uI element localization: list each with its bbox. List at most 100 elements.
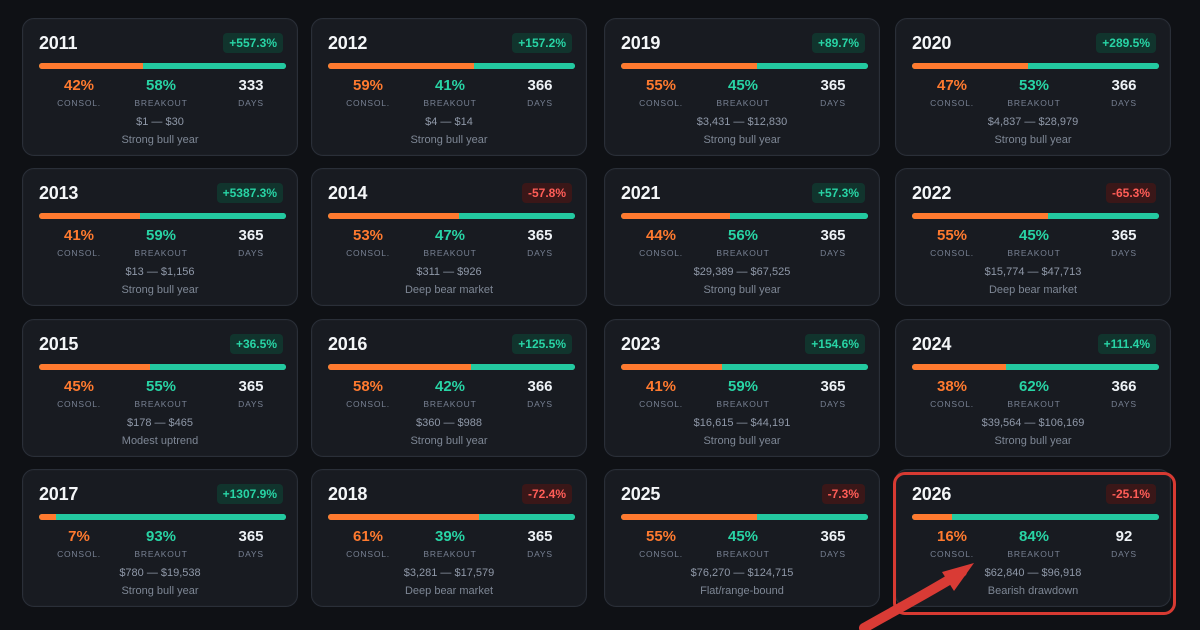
breakout-metric: 58% BREAKOUT [121,77,201,108]
year-card-2026: 2026 -25.1% 16% CONSOL. 84% BREAKOUT 92 DAY… [895,469,1171,607]
change-badge: +1307.9% [216,484,283,504]
consol-metric: 38% CONSOL. [912,378,992,409]
year-card-2011: 2011 +557.3% 42% CONSOL. 58% BREAKOUT 333 D… [22,18,298,156]
split-bar [621,63,868,69]
consol-bar [912,514,952,520]
consol-label: CONSOL. [639,399,683,409]
price-range: $62,840 — $96,918 [984,567,1082,579]
year-label: 2014 [328,183,368,203]
market-note: Strong bull year [703,435,781,447]
market-note: Strong bull year [410,134,488,146]
days-value: 365 [238,378,264,395]
breakout-label: BREAKOUT [134,248,188,258]
change-badge: +5387.3% [216,183,283,203]
change-badge: -65.3% [1105,183,1156,203]
days-label: DAYS [527,98,553,108]
change-badge: +157.2% [512,33,572,53]
price-range: $1 — $30 [136,116,184,128]
breakout-metric: 84% BREAKOUT [994,528,1074,559]
breakout-value: 45% [727,77,759,94]
price-range: $178 — $465 [126,417,194,429]
breakout-label: BREAKOUT [134,399,188,409]
breakout-label: BREAKOUT [1007,248,1061,258]
price-range: $780 — $19,538 [119,567,201,579]
change-badge: +36.5% [229,334,283,354]
consol-label: CONSOL. [346,248,390,258]
days-label: DAYS [527,549,553,559]
split-bar [328,213,575,219]
breakout-label: BREAKOUT [423,248,477,258]
breakout-bar [473,63,575,69]
change-badge: -25.1% [1105,484,1156,504]
change-badge: -72.4% [521,484,572,504]
year-card-2022: 2022 -65.3% 55% CONSOL. 45% BREAKOUT 365 DA… [895,168,1171,306]
change-badge: +57.3% [811,183,865,203]
price-range: $4 — $14 [425,116,473,128]
market-note: Strong bull year [994,435,1072,447]
days-label: DAYS [238,98,264,108]
year-card-2012: 2012 +157.2% 59% CONSOL. 41% BREAKOUT 366 D… [311,18,587,156]
breakout-label: BREAKOUT [716,248,770,258]
split-bar [39,514,286,520]
consol-bar [621,63,757,69]
consol-label: CONSOL. [346,399,390,409]
year-label: 2022 [912,183,952,203]
consol-label: CONSOL. [639,549,683,559]
year-label: 2015 [39,334,79,354]
consol-bar [912,63,1029,69]
year-card-2014: 2014 -57.8% 53% CONSOL. 47% BREAKOUT 365 DA… [311,168,587,306]
change-badge: +125.5% [512,334,572,354]
breakout-metric: 93% BREAKOUT [121,528,201,559]
days-value: 365 [1111,227,1137,244]
breakout-metric: 59% BREAKOUT [121,227,201,258]
year-label: 2025 [621,484,661,504]
breakout-bar [56,514,286,520]
days-value: 365 [238,528,264,545]
year-card-2023: 2023 +154.6% 41% CONSOL. 59% BREAKOUT 365 D… [604,319,880,457]
year-label: 2018 [328,484,368,504]
consol-bar [39,364,151,370]
price-range: $3,431 — $12,830 [696,116,788,128]
price-range: $13 — $1,156 [125,266,195,278]
breakout-metric: 42% BREAKOUT [410,378,490,409]
consol-label: CONSOL. [57,549,101,559]
breakout-value: 62% [1018,378,1050,395]
consol-label: CONSOL. [346,549,390,559]
consol-bar [912,364,1006,370]
year-label: 2019 [621,33,661,53]
breakout-label: BREAKOUT [423,98,477,108]
breakout-bar [458,213,575,219]
split-bar [621,213,868,219]
split-bar [39,63,286,69]
year-label: 2017 [39,484,79,504]
consol-value: 55% [645,528,677,545]
price-range: $39,564 — $106,169 [981,417,1085,429]
price-range: $16,615 — $44,191 [693,417,791,429]
split-bar [912,514,1159,520]
year-label: 2011 [39,33,78,53]
consol-metric: 41% CONSOL. [621,378,701,409]
days-value: 365 [527,227,553,244]
year-label: 2020 [912,33,952,53]
days-label: DAYS [820,399,846,409]
breakout-label: BREAKOUT [716,98,770,108]
consol-label: CONSOL. [930,549,974,559]
price-range: $4,837 — $28,979 [987,116,1079,128]
days-metric: 366 DAYS [500,77,580,108]
days-value: 366 [1111,77,1137,94]
days-label: DAYS [238,399,264,409]
split-bar [912,213,1159,219]
consol-value: 16% [936,528,968,545]
split-bar [912,63,1159,69]
consol-label: CONSOL. [930,399,974,409]
market-note: Modest uptrend [121,435,199,447]
days-label: DAYS [1111,399,1137,409]
days-label: DAYS [238,248,264,258]
days-metric: 365 DAYS [793,528,873,559]
breakout-value: 59% [727,378,759,395]
market-note: Strong bull year [410,435,488,447]
consol-bar [39,213,141,219]
days-value: 366 [1111,378,1137,395]
split-bar [621,514,868,520]
market-note: Strong bull year [703,134,781,146]
